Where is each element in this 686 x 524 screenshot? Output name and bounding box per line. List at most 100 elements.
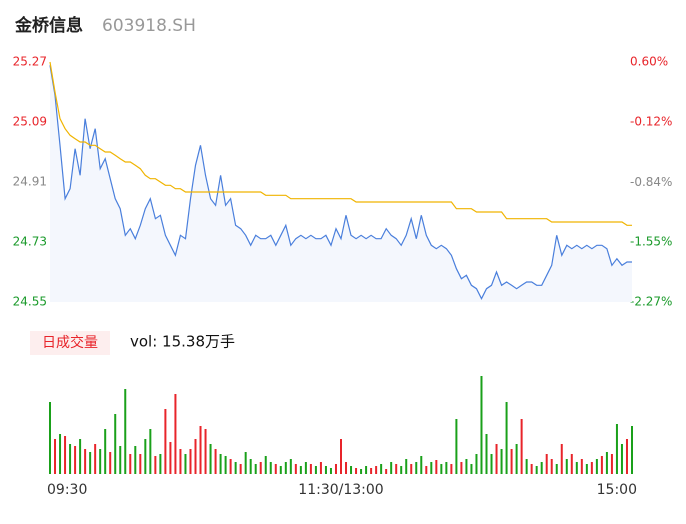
- volume-bar: [189, 449, 192, 474]
- volume-bar: [480, 376, 483, 474]
- volume-bar: [244, 452, 247, 474]
- volume-bar: [470, 464, 473, 474]
- volume-bar: [114, 414, 117, 474]
- volume-bar: [631, 426, 633, 474]
- volume-bar: [465, 459, 468, 474]
- volume-bar: [89, 452, 92, 474]
- volume-bar: [450, 464, 453, 474]
- volume-bar: [164, 409, 167, 474]
- volume-bar: [279, 466, 282, 474]
- volume-bar: [490, 454, 493, 474]
- volume-bar: [294, 464, 297, 474]
- volume-bar: [440, 464, 443, 474]
- volume-bar: [64, 436, 67, 474]
- volume-bar: [184, 454, 187, 474]
- volume-bar: [550, 459, 553, 474]
- volume-bar: [79, 439, 82, 474]
- volume-bar: [94, 444, 97, 474]
- volume-bar: [199, 426, 202, 474]
- volume-bar: [99, 449, 102, 474]
- volume-bar: [460, 462, 463, 474]
- volume-bar: [420, 456, 423, 474]
- volume-bar: [445, 462, 448, 474]
- volume-bar: [380, 464, 383, 474]
- stock-code: 603918.SH: [102, 16, 196, 36]
- y2-tick-label: -2.27%: [630, 295, 672, 309]
- volume-bar: [59, 434, 62, 474]
- volume-bar: [274, 464, 277, 474]
- volume-bar: [54, 439, 57, 474]
- volume-bar: [360, 469, 363, 474]
- y-tick-label: 25.27: [13, 55, 47, 69]
- volume-bar: [365, 466, 368, 474]
- volume-bar: [455, 419, 458, 474]
- volume-bar: [334, 464, 337, 474]
- volume-bar: [304, 462, 307, 474]
- volume-bar: [74, 446, 77, 474]
- volume-bar: [585, 464, 588, 474]
- volume-bar: [204, 429, 207, 474]
- volume-bar: [284, 462, 287, 474]
- volume-bar: [580, 459, 583, 474]
- volume-bar: [340, 439, 342, 474]
- volume-bar: [410, 464, 413, 474]
- volume-bar: [600, 456, 603, 474]
- volume-bar: [234, 462, 237, 474]
- y2-tick-label: -0.12%: [630, 115, 672, 129]
- volume-bar: [370, 468, 373, 474]
- price-line: [49, 65, 632, 301]
- volume-bar: [219, 454, 222, 474]
- volume-bar: [595, 459, 598, 474]
- volume-bar: [289, 459, 292, 474]
- volume-bar: [615, 424, 618, 474]
- volume-bar: [119, 446, 122, 474]
- volume-bar: [475, 454, 478, 474]
- volume-bar: [239, 464, 242, 474]
- volume-bar: [625, 439, 628, 474]
- volume-bar: [590, 462, 593, 474]
- volume-bar: [299, 466, 302, 474]
- volume-bar: [545, 454, 548, 474]
- x-tick-label: 11:30/13:00: [298, 482, 383, 498]
- volume-bar: [405, 459, 408, 474]
- volume-bar: [555, 464, 558, 474]
- x-tick-label: 15:00: [597, 482, 637, 498]
- volume-bar: [385, 469, 388, 474]
- volume-bar: [565, 459, 568, 474]
- volume-bar: [149, 429, 152, 474]
- volume-bar: [400, 466, 403, 474]
- volume-bar: [620, 444, 623, 474]
- volume-bar: [329, 468, 332, 474]
- volume-bar: [560, 444, 563, 474]
- volume-bar: [355, 468, 358, 474]
- y2-tick-label: 0.60%: [630, 55, 668, 69]
- volume-bar: [224, 456, 227, 474]
- y2-tick-label: -0.84%: [630, 175, 672, 189]
- volume-bar: [525, 459, 528, 474]
- stock-name: 金桥信息: [14, 15, 83, 36]
- volume-bar: [570, 454, 573, 474]
- price-area: [50, 65, 632, 302]
- volume-bar: [510, 449, 513, 474]
- volume-bar: [535, 466, 538, 474]
- volume-bar: [159, 454, 162, 474]
- volume-bar: [390, 462, 393, 474]
- y-tick-label: 25.09: [13, 115, 47, 129]
- volume-badge: [30, 331, 110, 355]
- average-line: [49, 61, 632, 226]
- volume-bar: [259, 462, 262, 474]
- volume-bar: [345, 462, 348, 474]
- volume-bar: [515, 444, 518, 474]
- volume-bar: [575, 462, 578, 474]
- volume-bar: [324, 466, 327, 474]
- volume-bar: [415, 462, 418, 474]
- volume-bar: [309, 464, 312, 474]
- volume-label: 日成交量: [42, 334, 98, 351]
- volume-bar: [174, 394, 177, 474]
- volume-bar: [209, 444, 212, 474]
- volume-bar: [144, 439, 147, 474]
- y-tick-label: 24.91: [13, 175, 47, 189]
- volume-bar: [425, 466, 428, 474]
- y-tick-label: 24.55: [13, 295, 47, 309]
- volume-bar: [495, 444, 498, 474]
